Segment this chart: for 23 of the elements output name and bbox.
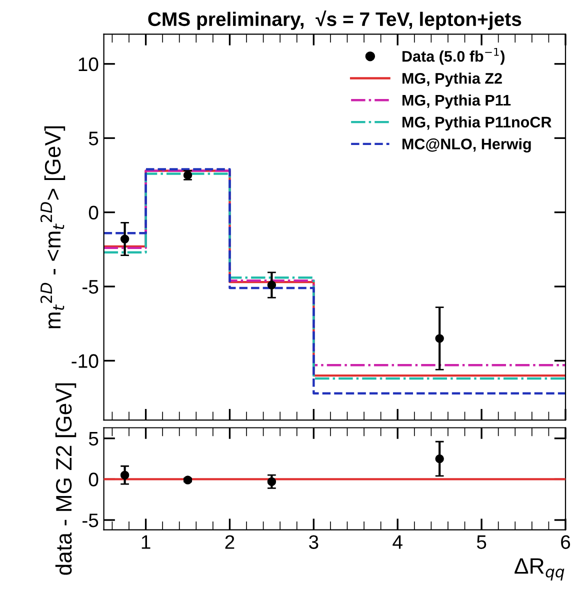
- y-tick-label: 0: [88, 472, 98, 486]
- y-tick-label: -5: [82, 280, 98, 294]
- x-tick-label: 2: [225, 535, 234, 549]
- y-tick-label: 10: [78, 57, 98, 72]
- x-tick-label: 6: [561, 535, 570, 549]
- legend-label: MG, Pythia P11: [402, 94, 511, 109]
- y-tick-label: 5: [88, 432, 98, 446]
- x-tick-label: 5: [476, 535, 486, 549]
- x-tick-label: 4: [392, 535, 402, 549]
- y-tick-label: 5: [88, 132, 98, 146]
- legend-label: MG, Pythia P11noCR: [402, 116, 552, 131]
- y-axis-title: data - MG Z2 [GeV]: [55, 383, 76, 575]
- x-tick-label: 3: [309, 535, 318, 549]
- y-axis-title: m$_{t}$$^{2D}$ - <m$_{t}$$^{2D}$> [GeV]: [40, 126, 66, 328]
- x-tick-label: 1: [142, 535, 150, 549]
- legend-label: MG, Pythia Z2: [402, 72, 502, 87]
- y-tick-label: -5: [82, 514, 98, 528]
- x-axis-title: ΔR$_{qq}$: [514, 558, 564, 581]
- y-tick-label: -10: [72, 354, 98, 368]
- legend-label: Data (5.0 fb$^{−1}$): [402, 48, 504, 65]
- y-tick-label: 0: [88, 206, 98, 220]
- chart-title: CMS preliminary, √s = 7 TeV, lepton+jets: [148, 10, 522, 30]
- legend-label: MC@NLO, Herwig: [402, 138, 531, 153]
